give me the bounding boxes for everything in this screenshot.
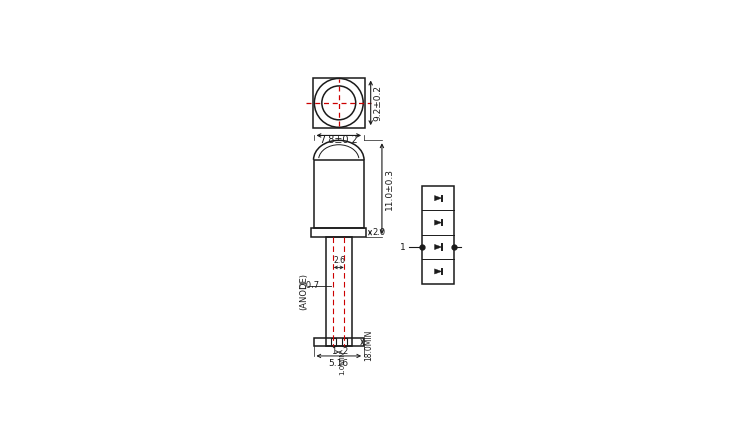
Polygon shape: [434, 220, 442, 225]
Polygon shape: [434, 269, 442, 274]
Text: □0.7: □0.7: [298, 281, 320, 290]
Text: 9.2±0.2: 9.2±0.2: [374, 85, 382, 121]
Bar: [314, 338, 364, 346]
Text: 18.0MIN: 18.0MIN: [364, 330, 374, 361]
Polygon shape: [434, 244, 442, 250]
Bar: [422, 186, 454, 284]
Bar: [313, 78, 364, 128]
Text: 1: 1: [331, 347, 336, 356]
Polygon shape: [434, 195, 442, 201]
Bar: [326, 237, 352, 346]
Bar: [331, 338, 335, 346]
Text: 1.0MIN: 1.0MIN: [340, 350, 346, 375]
Text: 7.8±0.2: 7.8±0.2: [320, 135, 358, 145]
Text: (ANODE): (ANODE): [298, 273, 307, 310]
Bar: [342, 338, 346, 346]
Text: 2.0: 2.0: [372, 228, 385, 237]
Text: 11.0±0.3: 11.0±0.3: [385, 168, 394, 210]
Bar: [311, 228, 366, 237]
Bar: [314, 160, 364, 228]
Text: 1: 1: [400, 242, 406, 252]
Text: 2.6: 2.6: [334, 256, 346, 265]
Text: 5.16: 5.16: [328, 359, 349, 368]
Text: 2: 2: [342, 347, 347, 356]
